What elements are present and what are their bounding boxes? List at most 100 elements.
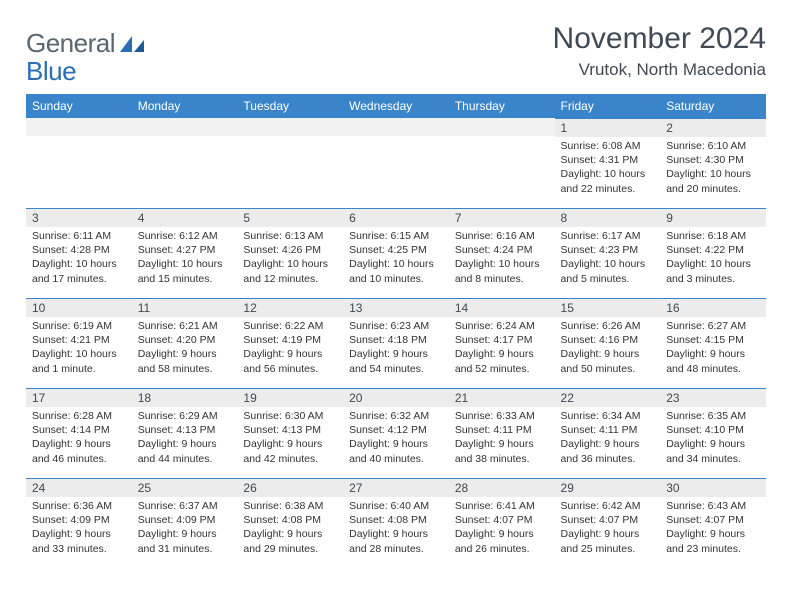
sunset-text: Sunset: 4:24 PM [455,243,549,257]
day-cell: 11Sunrise: 6:21 AMSunset: 4:20 PMDayligh… [132,298,238,388]
day-number: 30 [660,478,766,497]
sunset-text: Sunset: 4:31 PM [561,153,655,167]
day-body [343,136,449,142]
daylight-text: Daylight: 9 hours and 25 minutes. [561,527,655,555]
daylight-text: Daylight: 10 hours and 15 minutes. [138,257,232,285]
day-number [449,118,555,136]
sunset-text: Sunset: 4:10 PM [666,423,760,437]
day-body: Sunrise: 6:17 AMSunset: 4:23 PMDaylight:… [555,227,661,290]
sunset-text: Sunset: 4:09 PM [138,513,232,527]
col-monday: Monday [132,94,238,118]
sunrise-text: Sunrise: 6:24 AM [455,319,549,333]
day-number: 18 [132,388,238,407]
day-cell [26,118,132,208]
day-number: 11 [132,298,238,317]
day-body: Sunrise: 6:32 AMSunset: 4:12 PMDaylight:… [343,407,449,470]
col-thursday: Thursday [449,94,555,118]
daylight-text: Daylight: 9 hours and 31 minutes. [138,527,232,555]
logo-word-general: General [26,28,115,59]
sunrise-text: Sunrise: 6:43 AM [666,499,760,513]
daylight-text: Daylight: 9 hours and 26 minutes. [455,527,549,555]
day-cell [237,118,343,208]
daylight-text: Daylight: 10 hours and 3 minutes. [666,257,760,285]
day-number: 6 [343,208,449,227]
sunrise-text: Sunrise: 6:38 AM [243,499,337,513]
sunset-text: Sunset: 4:09 PM [32,513,126,527]
daylight-text: Daylight: 9 hours and 50 minutes. [561,347,655,375]
header: General November 2024 Vrutok, North Mace… [26,22,766,80]
day-body: Sunrise: 6:28 AMSunset: 4:14 PMDaylight:… [26,407,132,470]
day-number: 15 [555,298,661,317]
day-body: Sunrise: 6:23 AMSunset: 4:18 PMDaylight:… [343,317,449,380]
sunrise-text: Sunrise: 6:16 AM [455,229,549,243]
col-friday: Friday [555,94,661,118]
day-cell: 16Sunrise: 6:27 AMSunset: 4:15 PMDayligh… [660,298,766,388]
day-body: Sunrise: 6:30 AMSunset: 4:13 PMDaylight:… [237,407,343,470]
day-body: Sunrise: 6:24 AMSunset: 4:17 PMDaylight:… [449,317,555,380]
col-saturday: Saturday [660,94,766,118]
sunset-text: Sunset: 4:19 PM [243,333,337,347]
daylight-text: Daylight: 9 hours and 46 minutes. [32,437,126,465]
day-cell: 14Sunrise: 6:24 AMSunset: 4:17 PMDayligh… [449,298,555,388]
sunrise-text: Sunrise: 6:35 AM [666,409,760,423]
day-cell: 15Sunrise: 6:26 AMSunset: 4:16 PMDayligh… [555,298,661,388]
day-cell [343,118,449,208]
day-body: Sunrise: 6:42 AMSunset: 4:07 PMDaylight:… [555,497,661,560]
sunset-text: Sunset: 4:16 PM [561,333,655,347]
day-body: Sunrise: 6:21 AMSunset: 4:20 PMDaylight:… [132,317,238,380]
day-number: 10 [26,298,132,317]
day-body: Sunrise: 6:19 AMSunset: 4:21 PMDaylight:… [26,317,132,380]
day-body [132,136,238,142]
day-body: Sunrise: 6:26 AMSunset: 4:16 PMDaylight:… [555,317,661,380]
sunrise-text: Sunrise: 6:42 AM [561,499,655,513]
day-cell [132,118,238,208]
sunrise-text: Sunrise: 6:36 AM [32,499,126,513]
day-body: Sunrise: 6:35 AMSunset: 4:10 PMDaylight:… [660,407,766,470]
day-body [449,136,555,142]
week-row: 1Sunrise: 6:08 AMSunset: 4:31 PMDaylight… [26,118,766,208]
day-number: 24 [26,478,132,497]
sunrise-text: Sunrise: 6:34 AM [561,409,655,423]
day-number: 5 [237,208,343,227]
sunset-text: Sunset: 4:12 PM [349,423,443,437]
sunset-text: Sunset: 4:30 PM [666,153,760,167]
sunset-text: Sunset: 4:13 PM [138,423,232,437]
sunset-text: Sunset: 4:26 PM [243,243,337,257]
day-body: Sunrise: 6:11 AMSunset: 4:28 PMDaylight:… [26,227,132,290]
day-number: 8 [555,208,661,227]
col-tuesday: Tuesday [237,94,343,118]
day-cell [449,118,555,208]
day-number [26,118,132,136]
daylight-text: Daylight: 9 hours and 52 minutes. [455,347,549,375]
sunset-text: Sunset: 4:25 PM [349,243,443,257]
sunrise-text: Sunrise: 6:19 AM [32,319,126,333]
sunrise-text: Sunrise: 6:17 AM [561,229,655,243]
day-cell: 2Sunrise: 6:10 AMSunset: 4:30 PMDaylight… [660,118,766,208]
day-number: 29 [555,478,661,497]
day-cell: 30Sunrise: 6:43 AMSunset: 4:07 PMDayligh… [660,478,766,568]
daylight-text: Daylight: 9 hours and 58 minutes. [138,347,232,375]
location: Vrutok, North Macedonia [553,60,766,80]
day-number: 9 [660,208,766,227]
daylight-text: Daylight: 10 hours and 5 minutes. [561,257,655,285]
sunrise-text: Sunrise: 6:41 AM [455,499,549,513]
sunset-text: Sunset: 4:07 PM [561,513,655,527]
day-body: Sunrise: 6:22 AMSunset: 4:19 PMDaylight:… [237,317,343,380]
day-cell: 9Sunrise: 6:18 AMSunset: 4:22 PMDaylight… [660,208,766,298]
sunrise-text: Sunrise: 6:18 AM [666,229,760,243]
sunset-text: Sunset: 4:15 PM [666,333,760,347]
daylight-text: Daylight: 9 hours and 54 minutes. [349,347,443,375]
day-body: Sunrise: 6:12 AMSunset: 4:27 PMDaylight:… [132,227,238,290]
day-body: Sunrise: 6:33 AMSunset: 4:11 PMDaylight:… [449,407,555,470]
sunset-text: Sunset: 4:18 PM [349,333,443,347]
day-cell: 20Sunrise: 6:32 AMSunset: 4:12 PMDayligh… [343,388,449,478]
day-number: 25 [132,478,238,497]
col-sunday: Sunday [26,94,132,118]
day-number: 21 [449,388,555,407]
day-cell: 25Sunrise: 6:37 AMSunset: 4:09 PMDayligh… [132,478,238,568]
day-cell: 19Sunrise: 6:30 AMSunset: 4:13 PMDayligh… [237,388,343,478]
day-number: 1 [555,118,661,137]
sunrise-text: Sunrise: 6:29 AM [138,409,232,423]
day-body: Sunrise: 6:34 AMSunset: 4:11 PMDaylight:… [555,407,661,470]
day-cell: 27Sunrise: 6:40 AMSunset: 4:08 PMDayligh… [343,478,449,568]
